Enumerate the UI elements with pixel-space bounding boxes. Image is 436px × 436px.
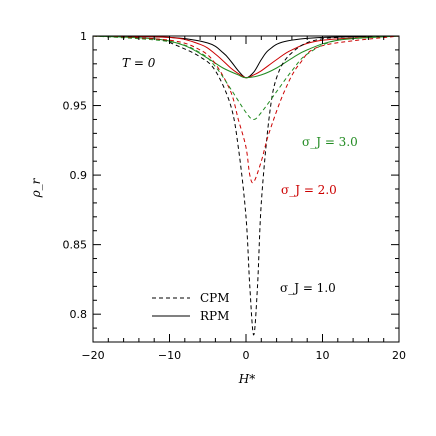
x-tick-label: 10	[316, 349, 330, 362]
legend-rpm-label: RPM	[200, 309, 229, 323]
x-tick-label: −20	[81, 349, 104, 362]
y-tick-label: 0.8	[70, 308, 88, 321]
axis-ticks	[92, 35, 400, 343]
sigma-1-annotation: σ_J = 1.0	[280, 281, 336, 295]
y-axis-label: ρ_r	[29, 177, 43, 198]
x-tick-label: 0	[243, 349, 250, 362]
y-tick-label: 0.9	[70, 169, 88, 182]
y-tick-label: 1	[80, 30, 87, 43]
x-axis-label: H*	[238, 372, 255, 386]
plot-frame	[92, 35, 400, 343]
legend-cpm-label: CPM	[200, 291, 230, 305]
x-tick-label: 20	[392, 349, 406, 362]
sigma-2-annotation: σ_J = 2.0	[281, 183, 337, 197]
series-cpm-sigma-2	[92, 35, 400, 184]
curves	[92, 35, 400, 336]
y-tick-label: 0.85	[63, 239, 88, 252]
series-rpm-sigma-3	[92, 35, 400, 79]
tick-labels: −20 −10 0 10 20 0.8 0.85 0.9 0.95 1	[63, 30, 407, 362]
x-tick-label: −10	[158, 349, 181, 362]
series-cpm-sigma-3	[92, 35, 400, 121]
sigma-3-annotation: σ_J = 3.0	[302, 135, 358, 149]
series-cpm-sigma-1	[92, 35, 400, 336]
legend: CPM RPM	[152, 291, 230, 323]
temperature-annotation: T = 0	[122, 56, 156, 70]
y-tick-label: 0.95	[63, 100, 88, 113]
